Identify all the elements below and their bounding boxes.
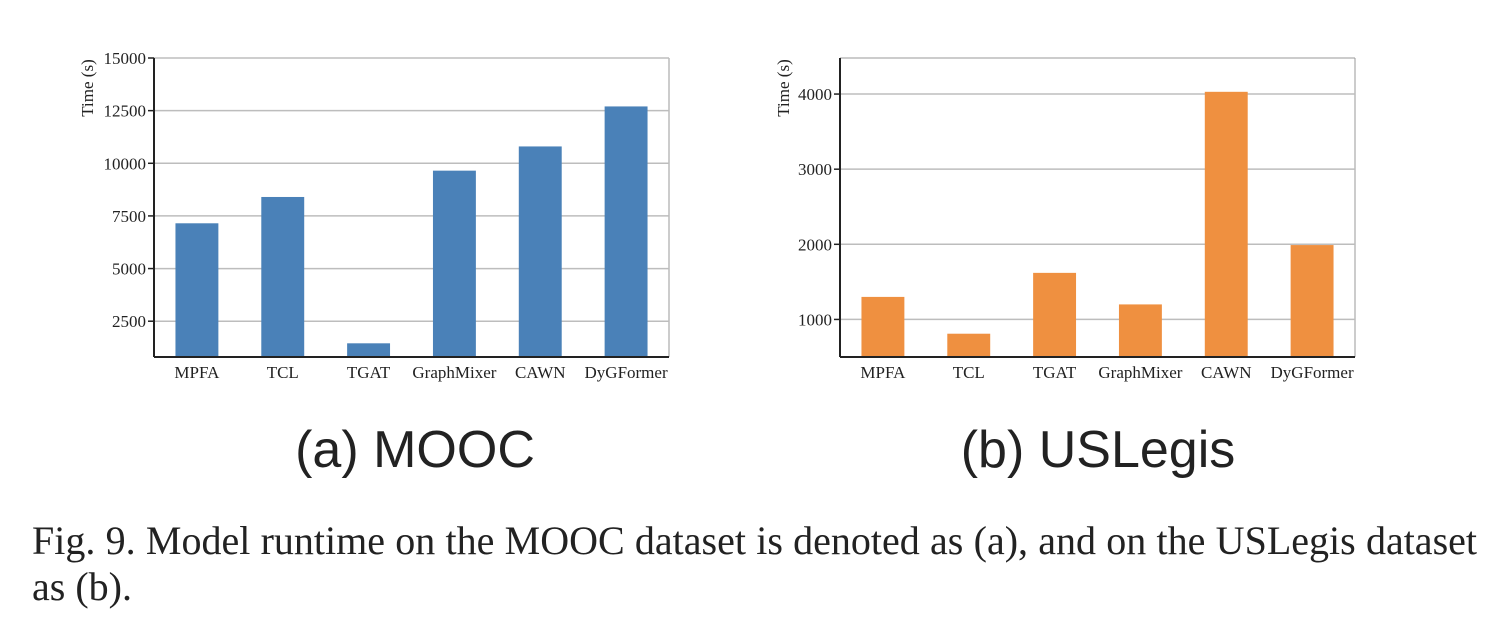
bar xyxy=(261,196,305,357)
y-tick-label: 1000 xyxy=(798,310,832,329)
x-tick-label: MPFA xyxy=(174,363,220,382)
bar xyxy=(604,106,648,357)
chart-mooc: 2500 5000 7500 10000 12500 15000 MPFA TCL TGAT Gr… xyxy=(78,49,670,382)
bar xyxy=(947,333,991,357)
x-tick-label: DyGFormer xyxy=(585,363,668,382)
figure-charts: 2500 5000 7500 10000 12500 15000 MPFA TCL TGAT Gr… xyxy=(78,49,1356,382)
x-tick-label: TCL xyxy=(953,363,985,382)
bar xyxy=(1118,304,1162,357)
x-tick-label: GraphMixer xyxy=(412,363,496,382)
y-axis-label: Time (s) xyxy=(774,59,793,116)
y-axis-label: Time (s) xyxy=(78,59,97,116)
x-tick-label: DyGFormer xyxy=(1271,363,1354,382)
bar xyxy=(1290,245,1334,357)
bar xyxy=(347,343,391,357)
panel-label-a: (a) MOOC xyxy=(295,421,535,479)
y-tick-label: 2500 xyxy=(112,312,146,331)
y-tick-label: 15000 xyxy=(104,49,147,68)
x-tick-label: CAWN xyxy=(1201,363,1252,382)
bar xyxy=(861,296,905,357)
x-tick-label: TCL xyxy=(267,363,299,382)
bar xyxy=(432,170,476,357)
x-tick-label: CAWN xyxy=(515,363,566,382)
bar xyxy=(1033,272,1077,357)
y-tick-label: 3000 xyxy=(798,160,832,179)
figure-caption: Fig. 9. Model runtime on the MOOC datase… xyxy=(32,518,1477,609)
y-tick-label: 4000 xyxy=(798,85,832,104)
y-tick-label: 12500 xyxy=(104,102,147,121)
y-tick-label: 5000 xyxy=(112,260,146,279)
chart-uslegis: 1000 2000 3000 4000 MPFA TCL TGAT GraphMixer CAW… xyxy=(774,57,1356,382)
bar xyxy=(175,223,219,357)
x-tick-label: MPFA xyxy=(860,363,906,382)
bar xyxy=(518,146,562,357)
bar xyxy=(1204,91,1248,358)
x-tick-label: TGAT xyxy=(1033,363,1077,382)
y-tick-label: 2000 xyxy=(798,235,832,254)
y-tick-label: 7500 xyxy=(112,207,146,226)
panel-label-b: (b) USLegis xyxy=(960,421,1236,479)
x-tick-label: GraphMixer xyxy=(1098,363,1182,382)
y-tick-label: 10000 xyxy=(104,154,147,173)
x-tick-label: TGAT xyxy=(347,363,391,382)
